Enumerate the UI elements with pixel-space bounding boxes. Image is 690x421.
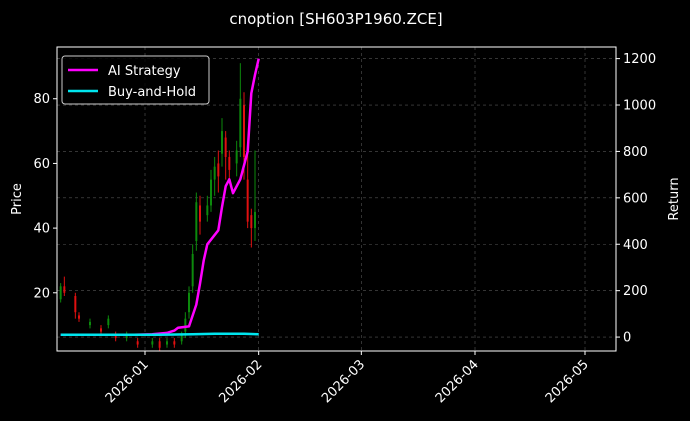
- candle-body: [210, 179, 212, 206]
- legend-label-buy-and-hold: Buy-and-Hold: [108, 85, 196, 100]
- candle-body: [59, 286, 62, 300]
- candle-body: [254, 211, 256, 229]
- candle-body: [180, 334, 183, 342]
- legend-label-ai-strategy: AI Strategy: [108, 64, 181, 79]
- candle-body: [166, 341, 168, 345]
- candle-body: [63, 286, 66, 293]
- x-tick-label: 2026-03: [319, 357, 368, 406]
- right-tick-label: 400: [623, 238, 648, 253]
- legend: AI Strategy Buy-and-Hold: [61, 55, 210, 105]
- candle-body: [78, 315, 80, 319]
- candle-body: [158, 341, 161, 348]
- candle-body: [221, 131, 223, 154]
- candle-body: [206, 205, 209, 216]
- left-tick-label: 40: [33, 222, 50, 237]
- candle-body: [173, 341, 176, 345]
- x-tick-label: 2026-04: [433, 357, 482, 406]
- candle-body: [100, 328, 102, 332]
- right-tick-label: 0: [623, 331, 631, 346]
- candle-body: [188, 292, 190, 313]
- plot-frame: [56, 46, 617, 352]
- candle-body: [199, 205, 201, 222]
- right-tick-label: 1200: [623, 52, 656, 67]
- candle-body: [250, 215, 253, 229]
- grid: [57, 47, 616, 351]
- candle-body: [235, 150, 238, 164]
- x-tick-label: 2026-01: [103, 357, 152, 406]
- right-tick-label: 800: [623, 145, 648, 160]
- candle-body: [213, 166, 216, 180]
- left-tick-label: 80: [33, 92, 50, 107]
- left-tick-label: 20: [33, 286, 50, 301]
- candle-body: [191, 253, 194, 287]
- candle-body: [228, 156, 231, 170]
- right-tick-label: 1000: [623, 99, 656, 114]
- x-tick-label: 2026-05: [543, 357, 592, 406]
- left-axis: 20 40 60 80: [33, 92, 57, 301]
- legend-box: [61, 55, 210, 105]
- candle-body: [125, 334, 128, 339]
- series-lines: [60, 58, 260, 337]
- candle-body: [114, 334, 117, 339]
- chart-title: cnoption [SH603P1960.ZCE]: [229, 10, 442, 28]
- right-tick-label: 200: [623, 284, 648, 299]
- right-tick-label: 600: [623, 191, 648, 206]
- candle-body: [217, 163, 220, 177]
- candle-body: [184, 318, 187, 332]
- left-tick-label: 60: [33, 157, 50, 172]
- right-axis: 0 200 400 600 800 1000 1200: [616, 52, 656, 346]
- candle-body: [107, 318, 110, 326]
- candle-body: [151, 341, 154, 345]
- y-axis-label-left: Price: [10, 183, 25, 215]
- candle-body: [239, 98, 242, 148]
- candlesticks: [59, 63, 256, 351]
- candle-body: [74, 296, 77, 313]
- candle-body: [89, 321, 91, 326]
- x-axis: 2026-01 2026-02 2026-03 2026-04 2026-05: [103, 351, 592, 406]
- series-line-buy-and-hold: [60, 332, 259, 337]
- candle-body: [136, 341, 139, 345]
- candle-body: [243, 105, 245, 157]
- candle-body: [195, 202, 198, 242]
- y-axis-label-right: Return: [667, 177, 682, 220]
- candle-body: [224, 137, 227, 157]
- x-tick-label: 2026-02: [216, 357, 265, 406]
- candle-body: [246, 179, 249, 222]
